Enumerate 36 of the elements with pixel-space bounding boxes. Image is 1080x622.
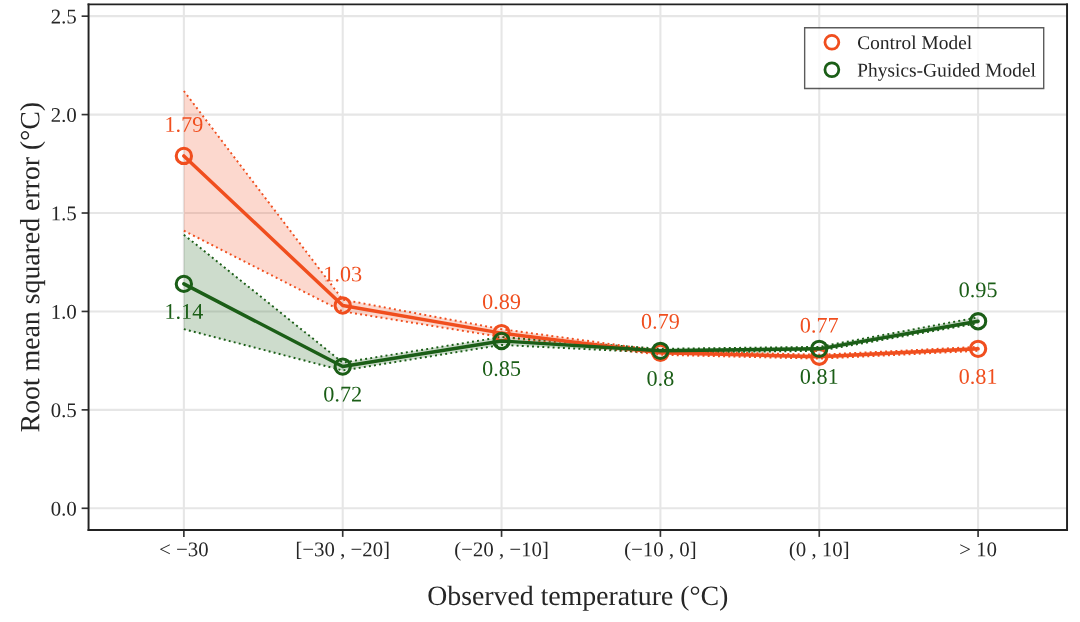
x-tick-label: > 10 [960,542,997,557]
point [810,339,829,359]
point [968,312,988,331]
y-tick-label: 2.0 [51,107,76,123]
data-label: 1.03 [325,266,362,282]
data-label: 0.95 [959,282,997,298]
point [968,339,988,359]
y-tick-label: 2.5 [51,9,76,24]
point [174,274,194,294]
data-label: 1.14 [166,304,203,320]
y-tick-label: 1.0 [52,304,76,319]
x-tick-label: (−10 , 0] [625,541,696,561]
x-tick-label: < −30 [160,542,208,557]
data-label: 0.8 [647,370,674,386]
data-label: 0.81 [959,368,997,385]
x-tick-label: [−30 , −20] [296,541,389,560]
data-label: 1.79 [166,117,203,133]
x-tick-label: (0 , 10] [789,541,849,561]
x-axis-title: Observed temperature (°C) [428,585,728,611]
point [333,296,352,315]
data-label: 0.85 [482,361,521,377]
data-label: 0.72 [324,386,361,402]
legend-label: Control Model [857,35,972,50]
x-tick-label: (−20 , −10] [455,541,548,561]
data-label: 0.89 [482,294,521,310]
data-label: 0.77 [800,317,839,333]
point [333,357,352,376]
y-tick-label: 0.0 [51,501,76,516]
point [174,146,194,166]
y-tick-label: 0.5 [51,403,76,418]
y-axis-title: Root mean squared error (°C) [19,103,46,432]
y-tick-label: 1.5 [52,206,76,221]
point [492,331,511,351]
data-label: 0.79 [641,313,679,329]
data-label: 0.81 [800,368,838,385]
legend-label: Physics-Guided Model [857,63,1036,81]
